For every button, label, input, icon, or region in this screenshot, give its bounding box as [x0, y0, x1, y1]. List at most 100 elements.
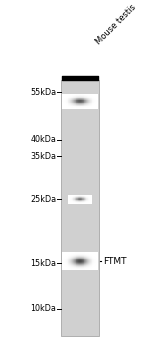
- Bar: [88, 267, 89, 268]
- Bar: [78, 257, 79, 258]
- Bar: [64, 264, 65, 265]
- Bar: [68, 261, 69, 262]
- Bar: [83, 253, 84, 254]
- Bar: [93, 106, 94, 107]
- Bar: [69, 197, 70, 198]
- Bar: [95, 104, 96, 105]
- Bar: [62, 256, 63, 257]
- Bar: [77, 101, 78, 102]
- Bar: [71, 202, 72, 203]
- Bar: [78, 105, 79, 106]
- Bar: [78, 197, 79, 198]
- Bar: [92, 104, 93, 105]
- Bar: [86, 266, 87, 267]
- Bar: [78, 102, 79, 103]
- Bar: [68, 268, 69, 270]
- Bar: [79, 265, 80, 266]
- Bar: [66, 103, 67, 104]
- Bar: [67, 98, 68, 99]
- Bar: [93, 105, 94, 106]
- Bar: [96, 98, 97, 99]
- Bar: [97, 96, 98, 97]
- Bar: [83, 198, 84, 199]
- Bar: [68, 198, 69, 199]
- Bar: [87, 104, 88, 105]
- Bar: [87, 195, 88, 196]
- Bar: [96, 267, 97, 268]
- Bar: [70, 102, 71, 103]
- Bar: [80, 101, 81, 102]
- Bar: [69, 252, 70, 253]
- Bar: [69, 265, 70, 266]
- Bar: [82, 106, 83, 107]
- Bar: [82, 261, 83, 262]
- Bar: [72, 104, 73, 105]
- Bar: [90, 262, 91, 263]
- Bar: [95, 101, 96, 102]
- Bar: [86, 255, 87, 256]
- Bar: [88, 266, 89, 267]
- Bar: [89, 199, 90, 200]
- Bar: [91, 107, 92, 108]
- Bar: [70, 107, 71, 108]
- Bar: [69, 195, 70, 196]
- Bar: [89, 103, 90, 104]
- Bar: [95, 263, 96, 264]
- Bar: [92, 106, 93, 107]
- Bar: [73, 100, 74, 101]
- Bar: [81, 198, 82, 199]
- Bar: [73, 267, 74, 268]
- Bar: [87, 99, 88, 100]
- Bar: [77, 267, 78, 268]
- Bar: [63, 259, 64, 260]
- Bar: [81, 195, 82, 196]
- Bar: [90, 267, 91, 268]
- Bar: [97, 98, 98, 99]
- Bar: [82, 260, 83, 261]
- Bar: [94, 101, 95, 102]
- Bar: [71, 201, 72, 202]
- Bar: [68, 99, 69, 100]
- Bar: [69, 104, 70, 105]
- Bar: [73, 94, 74, 96]
- Bar: [97, 104, 98, 105]
- Bar: [87, 267, 88, 268]
- Bar: [71, 196, 72, 197]
- Bar: [90, 268, 91, 270]
- Bar: [80, 202, 81, 203]
- Bar: [88, 203, 89, 204]
- Bar: [66, 97, 67, 98]
- Bar: [95, 266, 96, 267]
- Bar: [90, 97, 91, 98]
- Bar: [67, 105, 68, 106]
- Bar: [75, 104, 76, 105]
- Bar: [92, 257, 93, 258]
- Bar: [84, 94, 85, 95]
- Bar: [88, 270, 89, 271]
- Bar: [85, 254, 86, 255]
- Bar: [75, 258, 76, 259]
- Bar: [75, 253, 76, 254]
- Bar: [78, 201, 79, 202]
- Bar: [62, 94, 63, 95]
- Bar: [90, 264, 91, 265]
- Bar: [75, 199, 76, 200]
- Bar: [94, 105, 95, 106]
- Bar: [62, 96, 63, 97]
- Bar: [77, 107, 78, 108]
- Bar: [65, 94, 66, 96]
- Bar: [81, 200, 82, 201]
- Bar: [88, 199, 89, 200]
- Bar: [69, 200, 70, 201]
- Bar: [64, 102, 65, 103]
- Text: FTMT: FTMT: [103, 257, 126, 266]
- Bar: [96, 259, 97, 260]
- Bar: [76, 104, 77, 105]
- Bar: [76, 258, 77, 259]
- Bar: [97, 107, 98, 108]
- Bar: [71, 266, 72, 267]
- Bar: [95, 258, 96, 259]
- Bar: [75, 261, 76, 262]
- Bar: [65, 261, 66, 262]
- Bar: [81, 258, 82, 259]
